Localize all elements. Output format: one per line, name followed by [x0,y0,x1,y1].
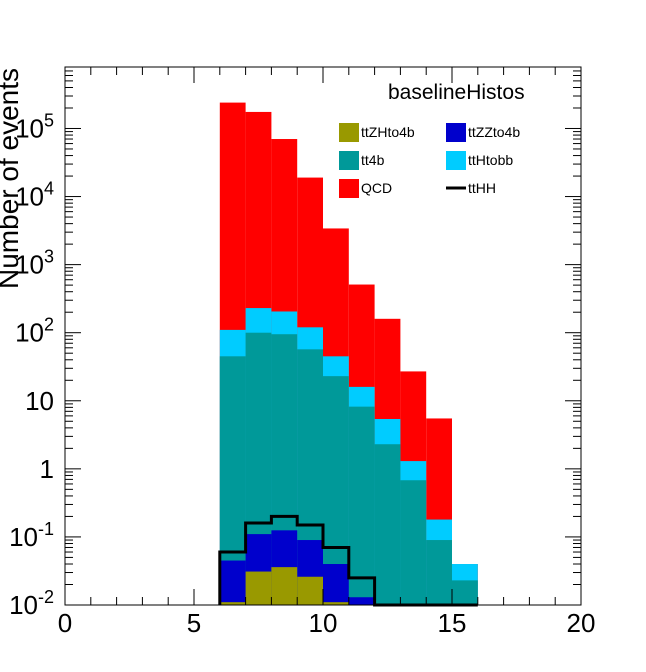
x-tick-labels: 0 5 10 15 20 [58,608,596,638]
bar-ttzhto4b-bin-3 [297,576,323,605]
y-tick-label-0: 10-2 [9,587,54,620]
bar-ttzhto4b-bin-1 [245,571,272,605]
bar-tt4b-bin-8 [426,540,452,605]
y-tick-labels: 10-2 10-1 1 10 102 103 104 105 [9,110,54,620]
bar-tt4b-bin-6 [374,444,401,605]
y-tick-label-2: 1 [40,454,54,484]
y-tick-label-6: 104 [15,179,54,212]
bar-ttzzto4b-bin-5 [348,597,375,605]
x-tick-label-5: 5 [187,608,201,638]
y-tick-label-1: 10-1 [9,519,54,552]
bar-tt4b-bin-7 [400,480,427,605]
legend-label-tt4b: tt4b [361,152,385,168]
legend-swatch-qcd [339,179,359,198]
y-tick-label-5: 103 [15,247,54,280]
bar-ttzzto4b-bin-4 [323,564,349,605]
x-tick-label-15: 15 [438,608,467,638]
legend-label-ttzzto4b: ttZZto4b [468,124,520,140]
bar-tt4b-bin-9 [452,580,478,605]
bar-ttzhto4b-bin-2 [271,567,298,605]
bar-ttzzto4b-bin-0 [219,560,246,605]
legend: ttZHto4b ttZZto4b tt4b ttHtobb QCD ttHH [339,123,520,198]
bar-ttzhto4b-bin-0 [219,602,246,605]
y-tick-label-4: 102 [15,315,54,348]
y-axis-label: Number of events [0,68,24,289]
bar-ttzhto4b-bin-4 [323,602,349,605]
bar-tt4b-bin-5 [348,406,375,605]
axis-ticks [64,67,582,606]
y-tick-label-3: 10 [25,386,54,416]
histogram-bars [219,102,478,606]
legend-swatch-tt4b [339,151,359,170]
y-tick-label-7: 105 [15,110,54,143]
legend-label-tthtobb: ttHtobb [468,152,513,168]
x-tick-label-0: 0 [58,608,72,638]
legend-swatch-tthtobb [446,151,466,170]
legend-label-ttzhto4b: ttZHto4b [361,124,415,140]
x-tick-label-20: 20 [567,608,596,638]
legend-swatch-ttzzto4b [446,123,466,142]
x-tick-label-10: 10 [309,608,338,638]
legend-label-qcd: QCD [361,180,392,196]
legend-label-tthh: ttHH [468,180,496,196]
legend-swatch-ttzhto4b [339,123,359,142]
chart-title: baselineHistos [388,81,525,104]
